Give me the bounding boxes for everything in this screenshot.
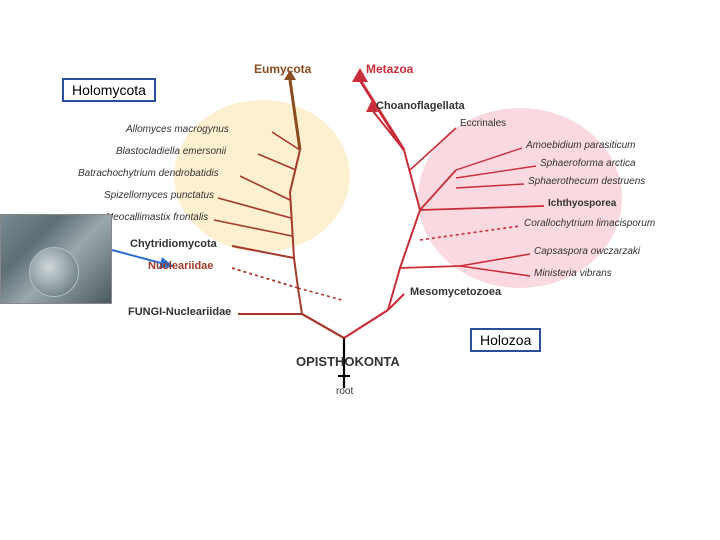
allo-br [272, 132, 300, 150]
ichthyo-br [420, 206, 544, 210]
capsaspora-label: Capsaspora owczarzaki [534, 246, 640, 257]
microscopy-photo [0, 214, 112, 304]
spharct-br [456, 166, 536, 178]
holomycota-text: Holomycota [72, 82, 146, 98]
nucleariidae-dotted-ext [298, 288, 342, 300]
corallo-label: Corallochytrium limacisporum [524, 218, 655, 229]
nucleariidae-label: Nucleariidae [148, 260, 213, 272]
ministeria-label: Ministeria vibrans [534, 268, 612, 279]
nucleariidae-branch [232, 268, 298, 288]
holozoa-text: Holozoa [480, 332, 531, 348]
neocalli-br [214, 220, 292, 236]
eccrinales-br [410, 128, 456, 170]
right-fork-a [400, 266, 460, 268]
ichthyo-node [420, 170, 456, 210]
opistho-label: OPISTHOKONTA [296, 354, 400, 369]
amoeb-br [456, 148, 522, 170]
holomycota-box: Holomycota [62, 78, 156, 102]
spizello-label: Spizellomyces punctatus [104, 190, 214, 201]
left-up4 [290, 150, 300, 192]
corallo-br [420, 226, 520, 240]
chytrid-branch [232, 246, 294, 258]
right-up3 [404, 150, 420, 210]
metazoa-label: Metazoa [366, 62, 413, 76]
meso-label: Mesomycetozoea [410, 286, 501, 298]
right-up2 [400, 210, 420, 268]
spharct-label: Sphaeroforma arctica [540, 158, 636, 169]
left-up3 [290, 192, 294, 258]
cell-shape [29, 247, 79, 297]
fn-label: FUNGI-Nucleariidae [128, 306, 231, 318]
spizello-br [218, 198, 291, 218]
blasto-br [258, 154, 296, 170]
ichthyo-label: Ichthyosporea [548, 198, 616, 209]
allo-label: Allomyces macrogynus [126, 124, 229, 135]
split-left [302, 314, 344, 338]
left-up1 [298, 288, 302, 314]
sphdestr-br [456, 184, 524, 188]
split-right [344, 310, 388, 338]
batra-br [240, 176, 290, 200]
eumycota-stem [290, 80, 300, 150]
ministeria-br [460, 266, 530, 276]
neocalli-label: Neocallimastix frontalis [106, 212, 208, 223]
metazoa-stem [360, 80, 404, 150]
blasto-label: Blastocladiella emersonii [116, 146, 226, 157]
sphdestr-label: Sphaerothecum destruens [528, 176, 645, 187]
left-up2 [294, 258, 298, 288]
holozoa-box: Holozoa [470, 328, 541, 352]
root-label: root [336, 386, 353, 397]
phylo-diagram: Eumycota Metazoa Choanoflagellata Eccrin… [0, 0, 720, 540]
eccrinales-label: Eccrinales [460, 118, 506, 129]
chytrid-label: Chytridiomycota [130, 238, 217, 250]
amoeb-label: Amoebidium parasiticum [526, 140, 636, 151]
batra-label: Batrachochytrium dendrobatidis [78, 168, 219, 179]
choano-label: Choanoflagellata [376, 100, 465, 112]
capsaspora-br [460, 254, 530, 266]
eumycota-label: Eumycota [254, 62, 311, 76]
